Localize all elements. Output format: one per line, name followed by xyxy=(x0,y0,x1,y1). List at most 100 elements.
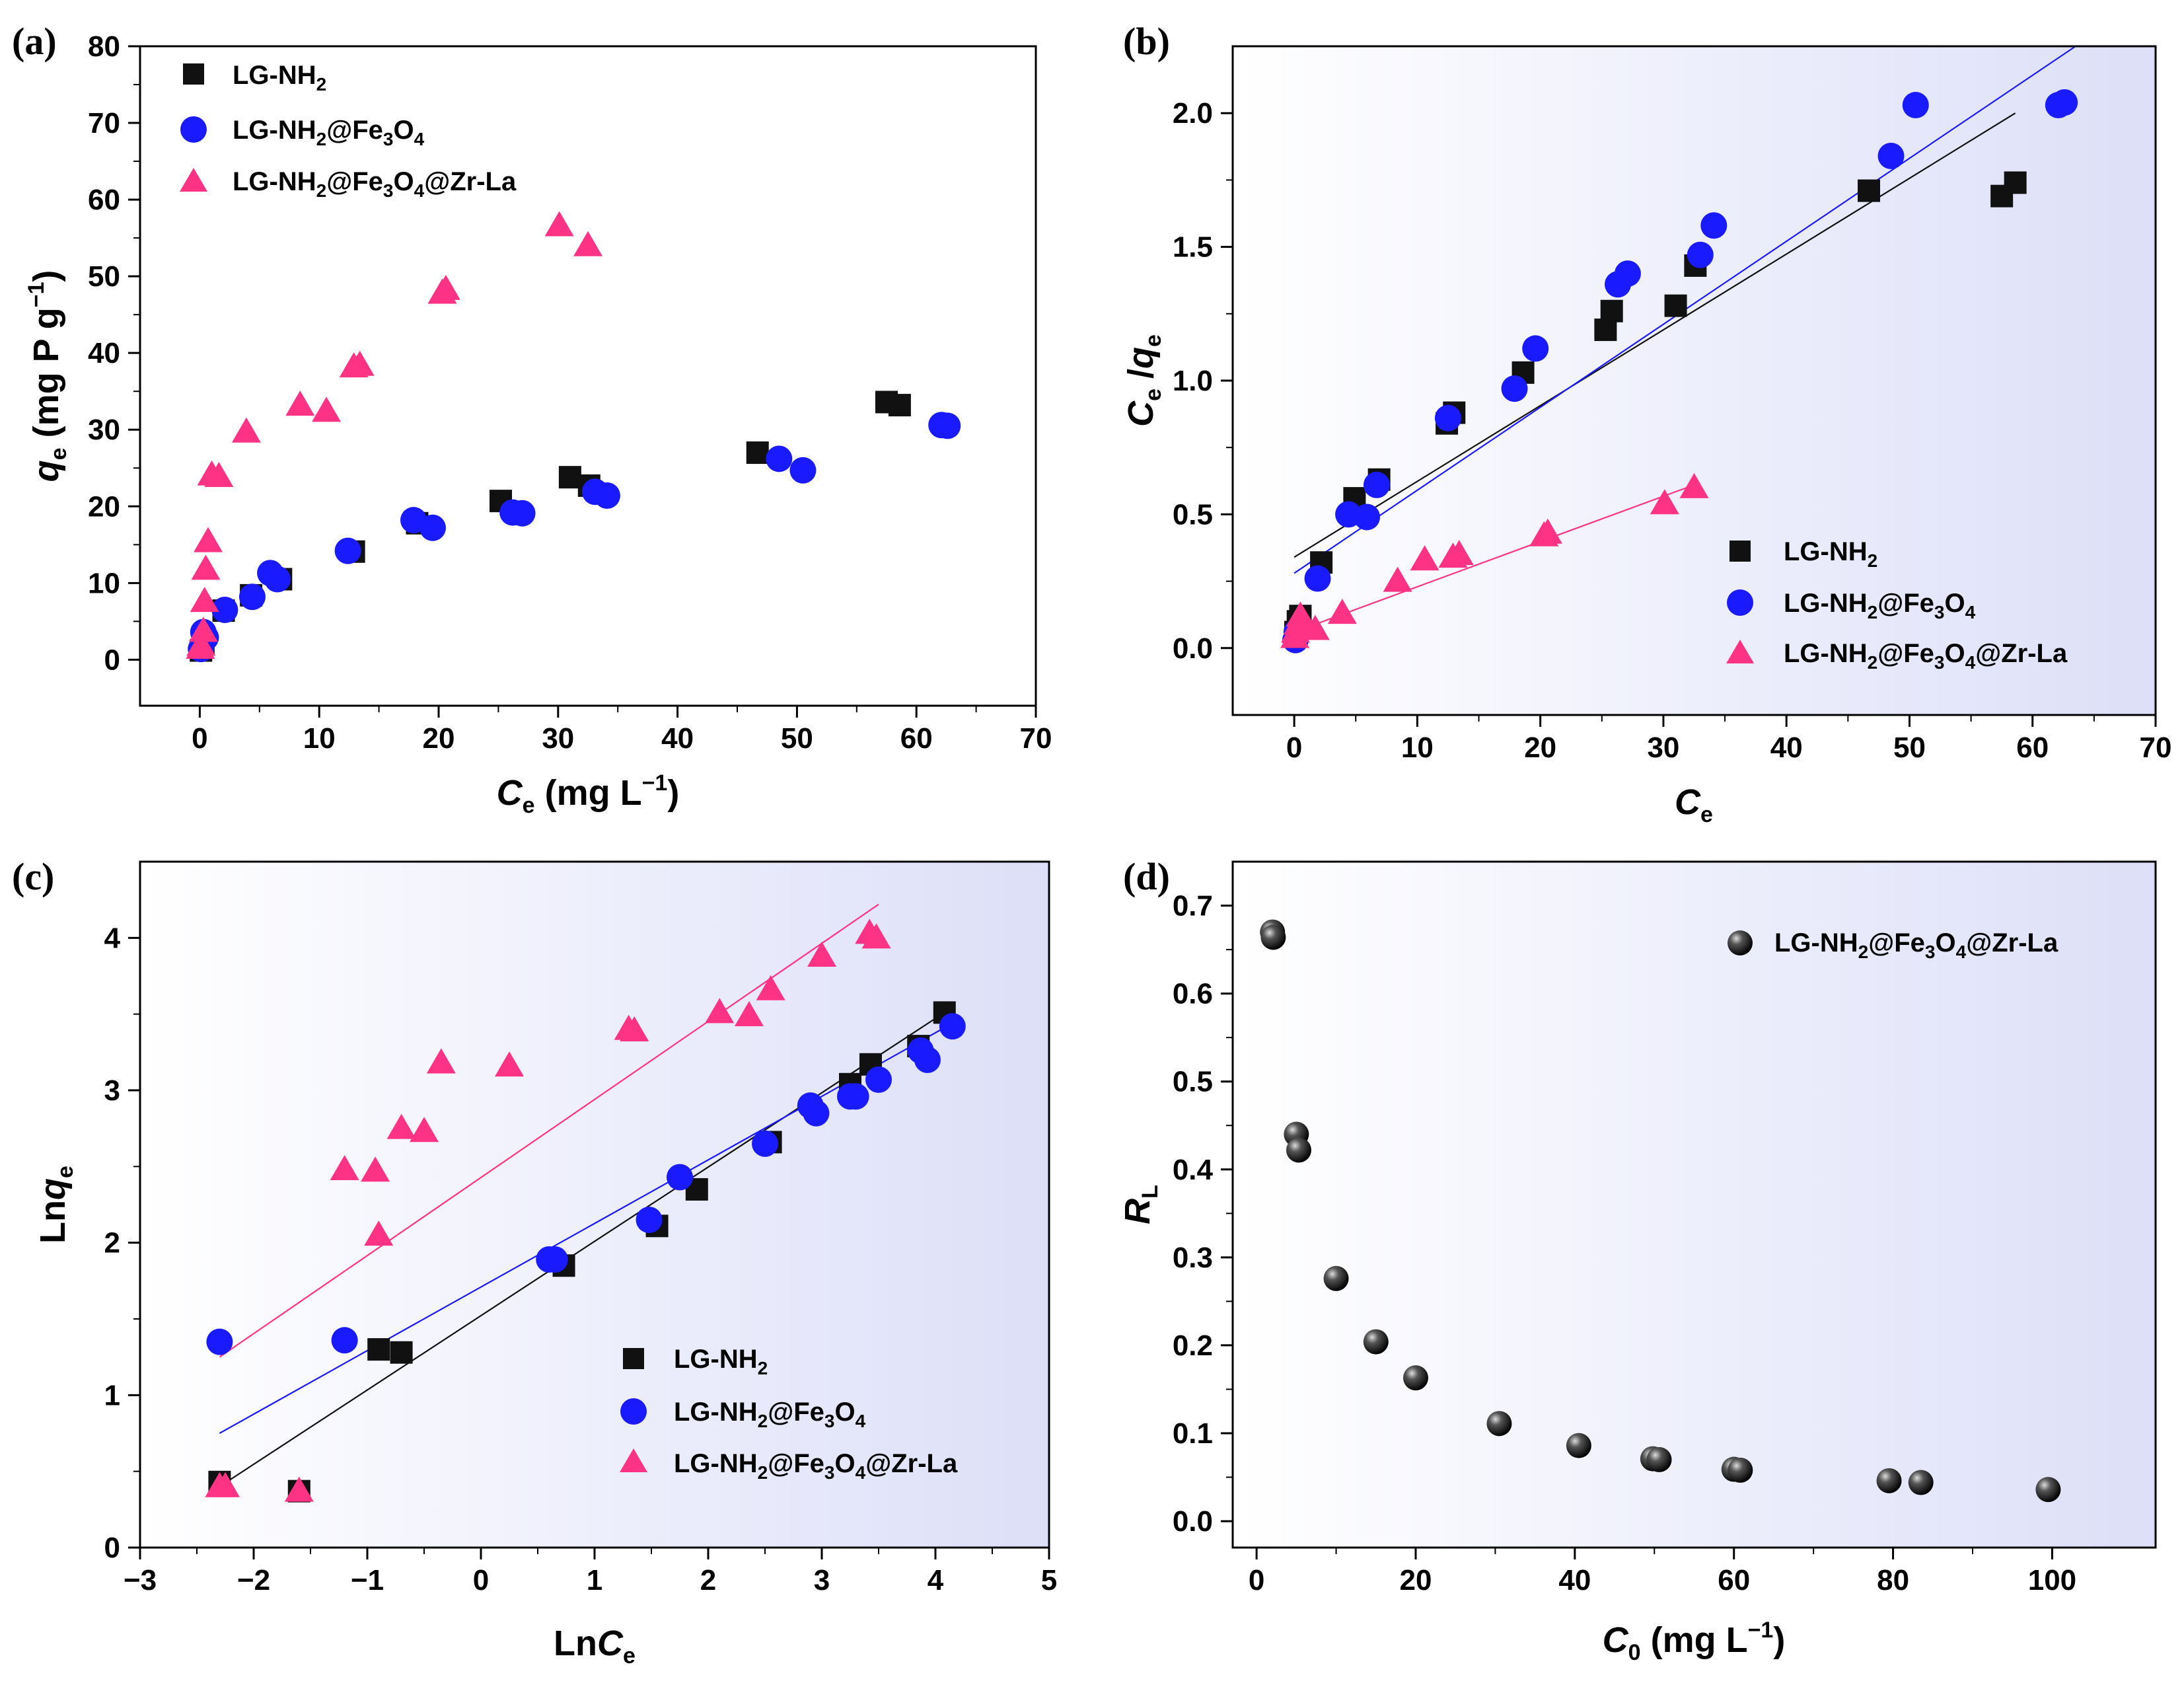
data-point-a-s2-12 xyxy=(509,500,536,527)
plot-frame-b xyxy=(1231,45,2157,716)
data-point-c-s2-1 xyxy=(206,1328,233,1355)
legend-label-c-3: LG-NH2@Fe3O4@Zr-La xyxy=(674,1449,958,1483)
data-point-c-s3-9 xyxy=(426,1048,456,1074)
x-tick-label-c-1: −2 xyxy=(237,1564,270,1596)
x-tick-label-a-4: 40 xyxy=(661,722,694,755)
data-point-a-s1-9 xyxy=(558,466,581,489)
ticks-d: 0 20 40 60 80 100 0.0 0.1 0.2 0.3 0.4 0.5 0.6 0.7 xyxy=(1173,890,2076,1596)
data-point-b-s1-14 xyxy=(1857,179,1880,202)
data-point-c-s3-7 xyxy=(386,1113,416,1139)
y-tick-label-d-2: 0.2 xyxy=(1173,1329,1213,1362)
plot-area-b xyxy=(1233,46,2156,715)
legend-label-d-1: LG-NH2@Fe3O4@Zr-La xyxy=(1774,928,2058,962)
data-point-d-s1-6 xyxy=(1363,1329,1389,1355)
data-point-c-s2-5 xyxy=(636,1207,663,1234)
legend-label-b-3: LG-NH2@Fe3O4@Zr-La xyxy=(1784,639,2068,673)
y-tick-label-d-6: 0.6 xyxy=(1173,978,1213,1010)
data-point-b-s2-6 xyxy=(1363,471,1390,498)
marks-d xyxy=(1260,919,2061,1503)
legend-label-a-1: LG-NH2 xyxy=(233,61,326,94)
data-point-c-s3-8 xyxy=(410,1117,439,1142)
plot-area-c xyxy=(140,862,1049,1548)
x-tick-label-b-2: 20 xyxy=(1524,731,1556,764)
data-point-d-s1-8 xyxy=(1486,1411,1512,1437)
data-point-a-s3-9 xyxy=(231,417,261,443)
legend-label-a-2: LG-NH2@Fe3O4 xyxy=(233,116,425,149)
data-point-c-s3-12 xyxy=(620,1016,649,1042)
x-axis-label-b: Ce xyxy=(1675,782,1713,827)
legend-marker-c-1 xyxy=(623,1348,644,1369)
data-point-a-s2-7 xyxy=(264,566,291,593)
ticks-c: −3 −2 −1 0 1 2 3 4 5 0 1 2 3 4 xyxy=(104,922,1058,1596)
x-axis-label-c: LnCe xyxy=(554,1624,636,1668)
panel-c: (c) −3 −2 −1 0 1 2 3 4 5 0 1 2 3 4 LG-NH2 LG-NH2@Fe3O… xyxy=(12,855,1057,1668)
data-point-c-s3-6 xyxy=(364,1220,394,1246)
data-point-a-s3-5 xyxy=(191,554,221,580)
data-point-c-s2-14 xyxy=(914,1046,941,1073)
data-point-b-s2-13 xyxy=(1700,212,1728,239)
y-tick-label-c-2: 2 xyxy=(104,1227,120,1259)
data-point-d-s1-14 xyxy=(1876,1468,1902,1493)
x-tick-label-d-4: 80 xyxy=(1877,1564,1909,1596)
x-axis-label-d: C0 (mg L−1) xyxy=(1603,1618,1786,1665)
legend-marker-a-2 xyxy=(180,116,207,143)
y-axis-label-a: qe (mg P g−1) xyxy=(24,270,71,482)
data-point-b-s3-7 xyxy=(1327,599,1357,624)
data-point-c-s2-11 xyxy=(842,1083,869,1110)
x-tick-label-a-1: 10 xyxy=(303,722,336,755)
x-tick-label-b-3: 30 xyxy=(1647,731,1679,764)
data-point-a-s3-8 xyxy=(204,462,234,488)
panel-letter-a: (a) xyxy=(12,20,57,63)
data-point-a-s2-5 xyxy=(238,583,266,611)
data-point-a-s1-13 xyxy=(888,394,911,417)
data-point-b-s3-11 xyxy=(1444,540,1474,566)
y-tick-label-d-3: 0.3 xyxy=(1173,1242,1213,1274)
data-point-c-s2-6 xyxy=(667,1164,693,1191)
data-point-b-s1-12 xyxy=(1664,294,1687,317)
data-point-c-s1-3 xyxy=(367,1338,390,1361)
x-tick-label-c-6: 3 xyxy=(814,1564,830,1596)
legend-marker-c-2 xyxy=(620,1398,647,1425)
legend-label-c-1: LG-NH2 xyxy=(674,1345,768,1378)
x-tick-label-b-1: 10 xyxy=(1401,731,1434,764)
data-point-d-s1-7 xyxy=(1402,1365,1428,1391)
y-tick-label-c-4: 4 xyxy=(104,922,121,954)
legend-c: LG-NH2 LG-NH2@Fe3O4 LG-NH2@Fe3O4@Zr-La xyxy=(620,1345,958,1483)
x-tick-label-a-7: 70 xyxy=(1020,722,1052,755)
data-point-a-s3-13 xyxy=(345,350,375,376)
x-axis-label-a: Ce (mg L−1) xyxy=(497,770,680,818)
data-point-a-s3-15 xyxy=(431,274,460,300)
data-point-b-s2-14 xyxy=(1877,142,1905,169)
data-point-c-s2-7 xyxy=(752,1130,778,1157)
marks-a xyxy=(186,211,961,663)
data-point-c-s2-9 xyxy=(803,1100,830,1127)
legend-marker-b-3 xyxy=(1726,640,1754,663)
data-point-a-s3-2 xyxy=(186,630,216,656)
data-point-a-s3-10 xyxy=(285,391,315,416)
plot-area-d xyxy=(1233,862,2156,1548)
y-tick-label-b-2: 1.0 xyxy=(1173,365,1213,397)
data-point-c-s3-5 xyxy=(361,1156,390,1182)
legend-marker-a-1 xyxy=(183,63,204,85)
data-point-b-s3-6 xyxy=(1300,615,1330,640)
panel-a: (a) 0 10 20 30 40 50 60 70 0 10 20 30 40 50 60 70 80 LG-… xyxy=(12,20,1052,818)
y-tick-label-a-8: 80 xyxy=(88,30,120,63)
data-point-d-s1-11 xyxy=(1646,1446,1672,1472)
data-point-c-s3-10 xyxy=(495,1051,524,1077)
data-point-a-s2-4 xyxy=(211,596,238,623)
y-tick-label-d-7: 0.7 xyxy=(1173,890,1213,922)
y-tick-label-c-1: 1 xyxy=(104,1379,120,1411)
data-point-a-s2-14 xyxy=(593,482,620,509)
data-point-a-s2-16 xyxy=(789,457,817,484)
legend-label-a-3: LG-NH2@Fe3O4@Zr-La xyxy=(233,167,517,201)
legend-marker-c-3 xyxy=(620,1448,647,1472)
y-tick-label-b-1: 0.5 xyxy=(1173,498,1213,531)
data-point-c-s2-15 xyxy=(939,1013,966,1040)
x-tick-label-d-5: 100 xyxy=(2028,1564,2076,1596)
data-point-c-s3-15 xyxy=(756,975,785,1000)
data-point-b-s3-13 xyxy=(1533,518,1562,544)
legend-label-b-2: LG-NH2@Fe3O4 xyxy=(1784,589,1976,622)
y-tick-label-a-6: 60 xyxy=(88,184,120,216)
y-tick-label-a-2: 20 xyxy=(88,490,120,523)
x-tick-label-a-6: 60 xyxy=(900,722,933,755)
